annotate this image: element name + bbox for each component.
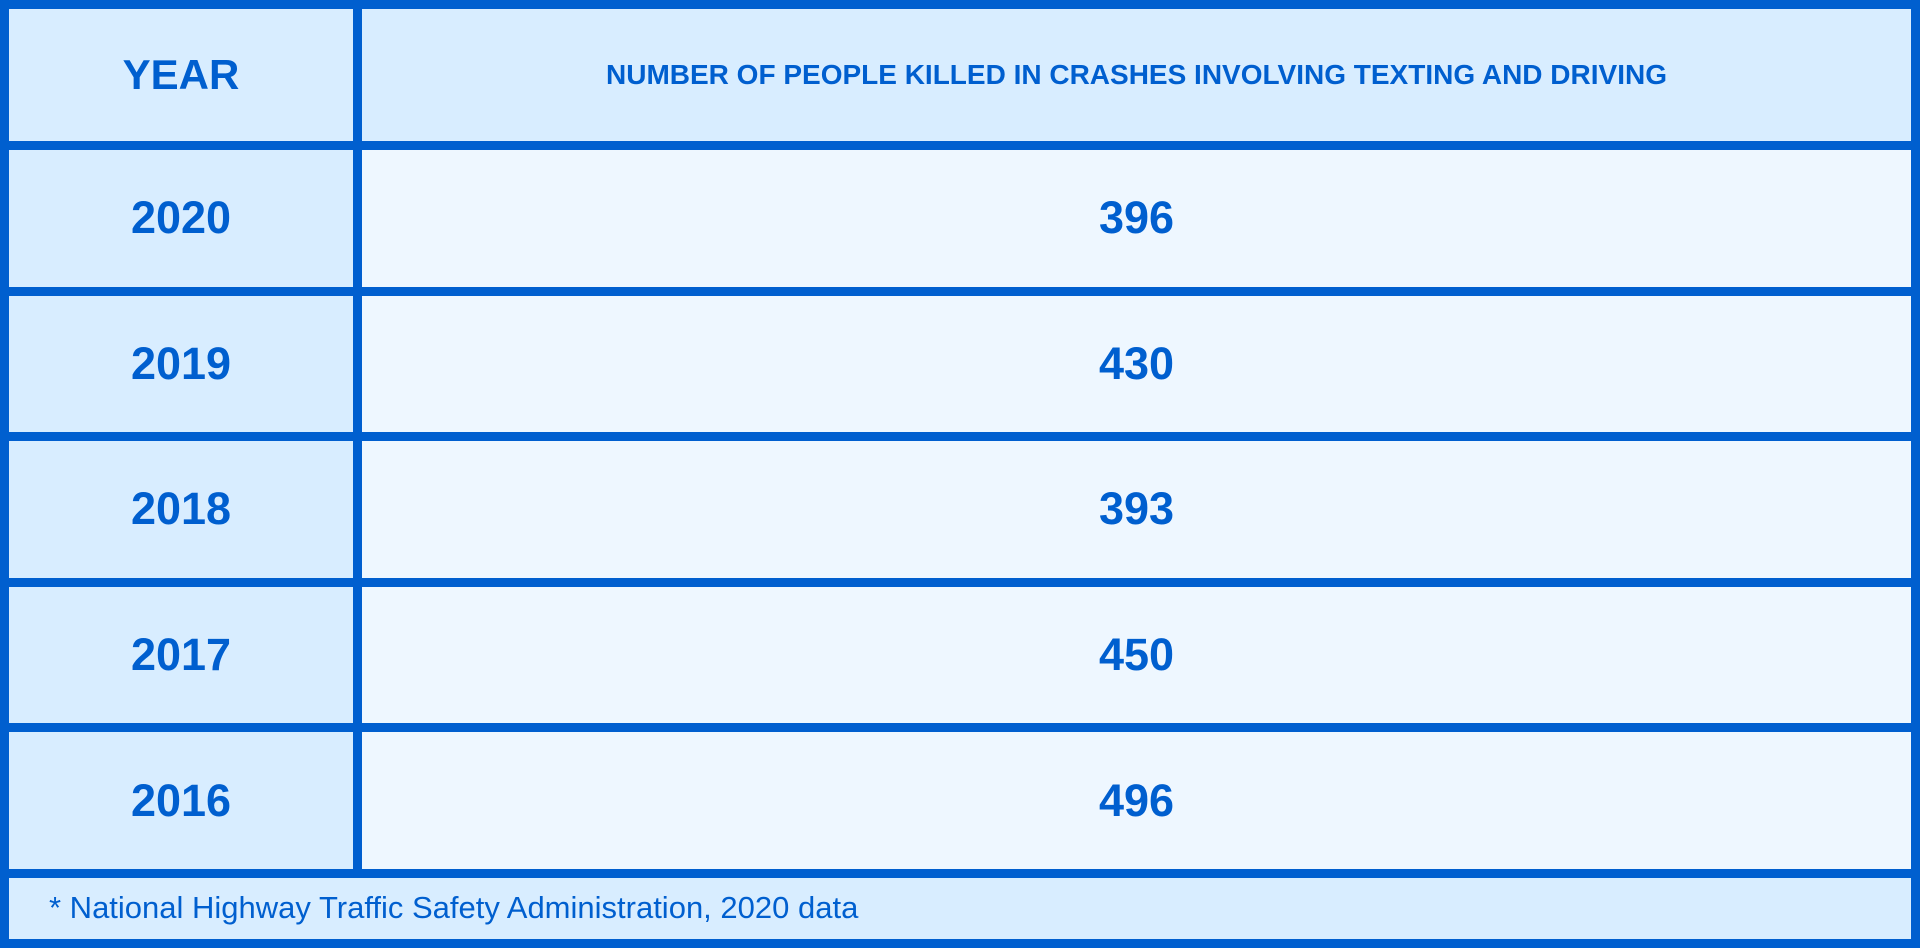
header-killed-count: NUMBER OF PEOPLE KILLED IN CRASHES INVOL…: [362, 9, 1911, 141]
row-value: 450: [362, 586, 1911, 724]
footnote: * National Highway Traffic Safety Admini…: [9, 877, 1911, 939]
header-year: YEAR: [9, 9, 353, 141]
row-value: 496: [362, 732, 1911, 869]
data-table: YEAR NUMBER OF PEOPLE KILLED IN CRASHES …: [9, 9, 1911, 939]
row-value: 430: [362, 295, 1911, 433]
row-year: 2019: [9, 295, 353, 433]
row-year: 2016: [9, 732, 353, 869]
row-year: 2020: [9, 150, 353, 287]
row-value: 396: [362, 150, 1911, 287]
row-value: 393: [362, 441, 1911, 578]
row-year: 2018: [9, 441, 353, 578]
row-year: 2017: [9, 586, 353, 724]
